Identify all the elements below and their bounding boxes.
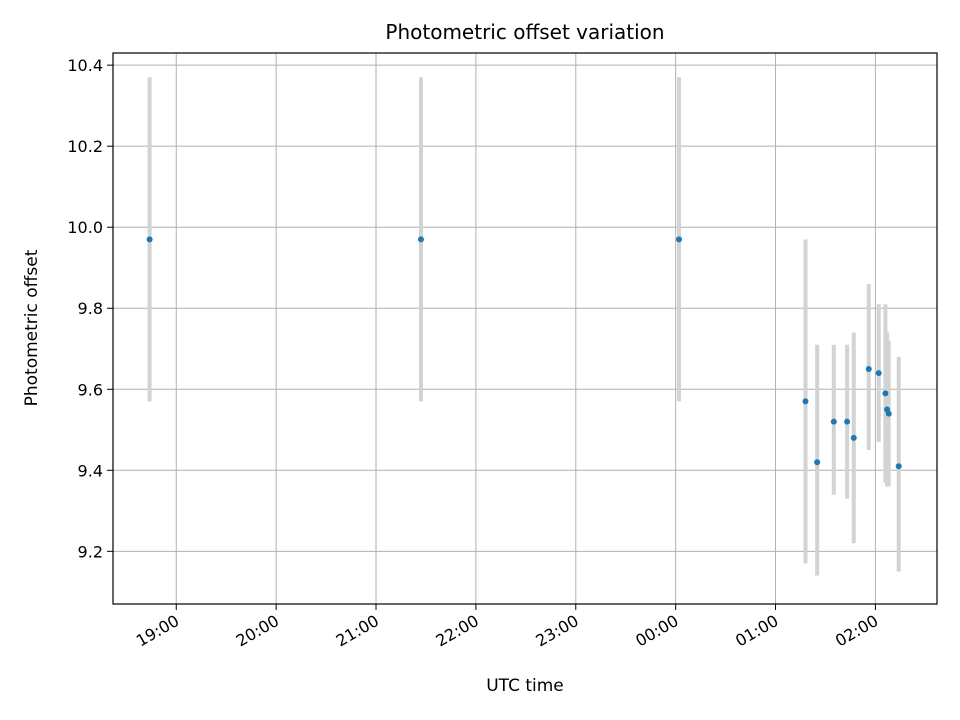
data-point — [830, 418, 837, 425]
y-tick-label: 10.0 — [67, 218, 103, 237]
y-tick-label: 10.2 — [67, 137, 103, 156]
data-points — [146, 236, 902, 470]
data-point — [844, 418, 851, 425]
y-axis-ticks: 9.2 9.4 9.6 9.8 10.0 10.2 10.4 — [67, 56, 113, 561]
data-point — [802, 398, 809, 405]
data-point — [875, 370, 882, 377]
data-point — [895, 463, 902, 470]
x-axis-title: UTC time — [486, 676, 564, 696]
data-point — [885, 410, 892, 417]
y-tick-label: 9.8 — [78, 299, 103, 318]
y-tick-label: 9.4 — [78, 461, 103, 480]
y-tick-label: 9.6 — [78, 380, 103, 399]
data-point — [417, 236, 424, 243]
y-axis-title: Photometric offset — [22, 249, 42, 406]
data-point — [865, 366, 872, 373]
data-point — [882, 390, 889, 397]
plot-frame — [112, 52, 938, 605]
data-point — [146, 236, 153, 243]
chart-title: Photometric offset variation — [385, 20, 664, 44]
data-point — [850, 434, 857, 441]
y-tick-label: 10.4 — [67, 56, 103, 75]
grid — [113, 53, 937, 604]
data-point — [675, 236, 682, 243]
data-point — [814, 459, 821, 466]
y-tick-label: 9.2 — [78, 542, 103, 561]
